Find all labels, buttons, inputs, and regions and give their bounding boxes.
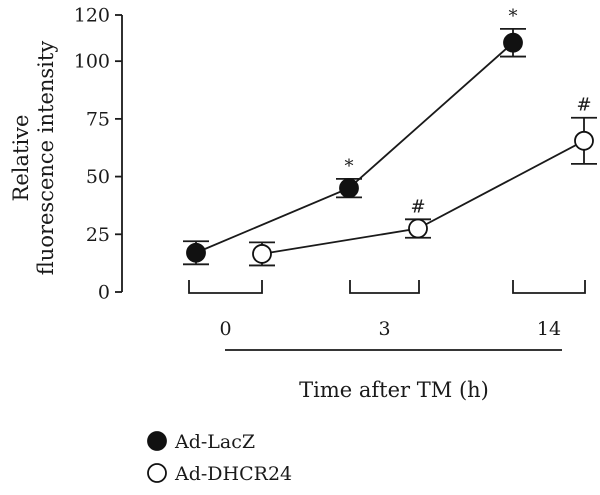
x-tick-label: 14 xyxy=(537,318,561,340)
series-line xyxy=(195,42,514,254)
y-tick-label: 100 xyxy=(74,51,110,73)
series-layer: **## xyxy=(183,6,597,267)
legend-label: Ad-DHCR24 xyxy=(174,463,292,485)
data-point xyxy=(252,244,272,264)
significance-mark: # xyxy=(576,95,591,116)
data-point xyxy=(574,130,594,151)
x-tick-label: 0 xyxy=(219,318,231,340)
time-group-brackets xyxy=(188,280,586,294)
y-tick-label: 25 xyxy=(86,224,110,246)
significance-mark: * xyxy=(345,156,354,177)
data-point xyxy=(339,178,359,199)
series-ad-lacz: ** xyxy=(183,6,526,266)
legend-item: Ad-LacZ xyxy=(147,431,255,453)
data-point xyxy=(408,218,428,239)
time-group-bracket xyxy=(349,280,420,294)
time-group-bracket xyxy=(512,280,586,294)
legend-item: Ad-DHCR24 xyxy=(147,463,292,485)
data-point xyxy=(186,242,206,263)
time-group-bracket xyxy=(188,280,263,294)
significance-mark: # xyxy=(410,196,425,217)
y-tick-label: 75 xyxy=(86,108,110,130)
y-axis-title-line: Relative xyxy=(9,115,33,202)
legend-marker xyxy=(147,431,167,451)
y-axis: 0 25 50 75 100 120 xyxy=(74,5,123,304)
x-tick-label: 3 xyxy=(378,318,390,340)
x-tick-labels: 0 3 14 xyxy=(219,318,561,340)
legend: Ad-LacZ Ad-DHCR24 xyxy=(147,431,292,485)
series-ad-dhcr24: ## xyxy=(249,95,597,267)
y-tick-label: 0 xyxy=(98,282,110,304)
y-tick-label: 50 xyxy=(86,166,110,188)
x-axis-title: Time after TM (h) xyxy=(299,378,489,402)
y-axis-title-line: fluorescence intensity xyxy=(34,41,58,276)
y-tick-label: 120 xyxy=(74,5,110,27)
legend-label: Ad-LacZ xyxy=(174,431,255,453)
significance-mark: * xyxy=(509,6,518,27)
y-axis-title: Relativefluorescence intensity xyxy=(9,41,58,276)
legend-marker xyxy=(147,463,167,483)
data-point xyxy=(503,32,523,53)
